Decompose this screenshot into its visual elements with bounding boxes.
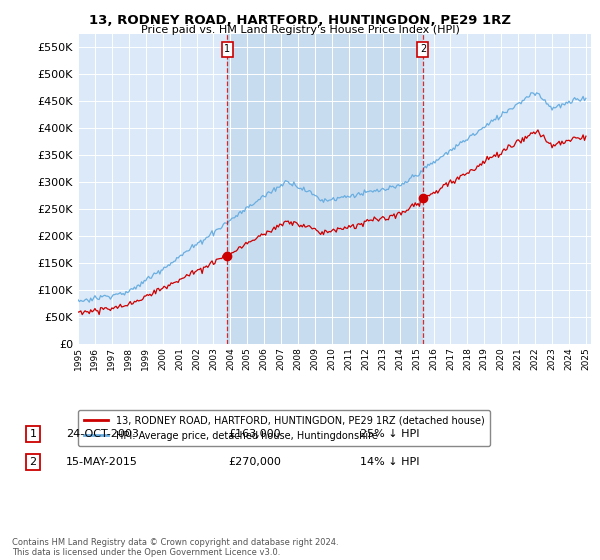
Bar xyxy=(227,34,423,344)
Text: 1: 1 xyxy=(224,44,230,54)
Text: £163,000: £163,000 xyxy=(228,429,281,439)
Text: 2: 2 xyxy=(29,457,37,467)
Text: 1: 1 xyxy=(29,429,37,439)
Text: Contains HM Land Registry data © Crown copyright and database right 2024.
This d: Contains HM Land Registry data © Crown c… xyxy=(12,538,338,557)
Text: 15-MAY-2015: 15-MAY-2015 xyxy=(66,457,138,467)
Legend: 13, RODNEY ROAD, HARTFORD, HUNTINGDON, PE29 1RZ (detached house), HPI: Average p: 13, RODNEY ROAD, HARTFORD, HUNTINGDON, P… xyxy=(78,410,490,446)
Text: 2: 2 xyxy=(420,44,426,54)
Text: 24-OCT-2003: 24-OCT-2003 xyxy=(66,429,139,439)
Text: 13, RODNEY ROAD, HARTFORD, HUNTINGDON, PE29 1RZ: 13, RODNEY ROAD, HARTFORD, HUNTINGDON, P… xyxy=(89,14,511,27)
Text: 14% ↓ HPI: 14% ↓ HPI xyxy=(360,457,419,467)
Text: 25% ↓ HPI: 25% ↓ HPI xyxy=(360,429,419,439)
Text: Price paid vs. HM Land Registry's House Price Index (HPI): Price paid vs. HM Land Registry's House … xyxy=(140,25,460,35)
Text: £270,000: £270,000 xyxy=(228,457,281,467)
